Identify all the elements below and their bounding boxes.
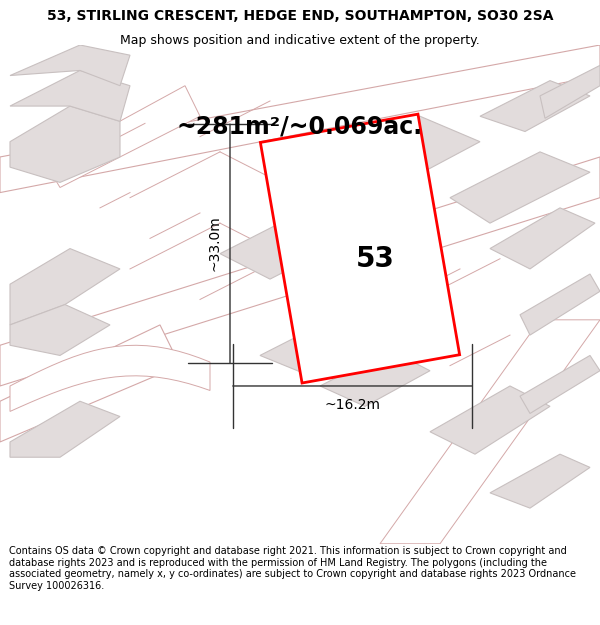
Polygon shape (430, 386, 550, 454)
Text: ~281m²/~0.069ac.: ~281m²/~0.069ac. (177, 114, 423, 138)
Polygon shape (10, 45, 130, 86)
Polygon shape (10, 249, 120, 325)
Text: 53: 53 (356, 245, 394, 272)
Text: ~33.0m: ~33.0m (208, 216, 222, 271)
Polygon shape (0, 157, 600, 386)
Polygon shape (10, 106, 120, 182)
Polygon shape (520, 274, 600, 335)
Polygon shape (450, 152, 590, 223)
Polygon shape (480, 81, 590, 131)
Polygon shape (260, 320, 370, 376)
Polygon shape (320, 351, 430, 406)
Polygon shape (10, 401, 120, 458)
Polygon shape (10, 71, 130, 121)
Polygon shape (490, 208, 595, 269)
Polygon shape (45, 86, 200, 188)
Text: 53, STIRLING CRESCENT, HEDGE END, SOUTHAMPTON, SO30 2SA: 53, STIRLING CRESCENT, HEDGE END, SOUTHA… (47, 9, 553, 23)
Polygon shape (380, 320, 600, 544)
Polygon shape (220, 173, 430, 279)
Text: ~16.2m: ~16.2m (325, 398, 380, 412)
Text: Contains OS data © Crown copyright and database right 2021. This information is : Contains OS data © Crown copyright and d… (9, 546, 576, 591)
Polygon shape (260, 114, 460, 383)
Polygon shape (490, 454, 590, 508)
Polygon shape (0, 325, 180, 442)
Polygon shape (520, 356, 600, 414)
Polygon shape (540, 66, 600, 118)
Polygon shape (0, 45, 600, 192)
Polygon shape (10, 304, 110, 356)
Polygon shape (10, 345, 210, 411)
Polygon shape (310, 116, 480, 198)
Text: Map shows position and indicative extent of the property.: Map shows position and indicative extent… (120, 34, 480, 47)
